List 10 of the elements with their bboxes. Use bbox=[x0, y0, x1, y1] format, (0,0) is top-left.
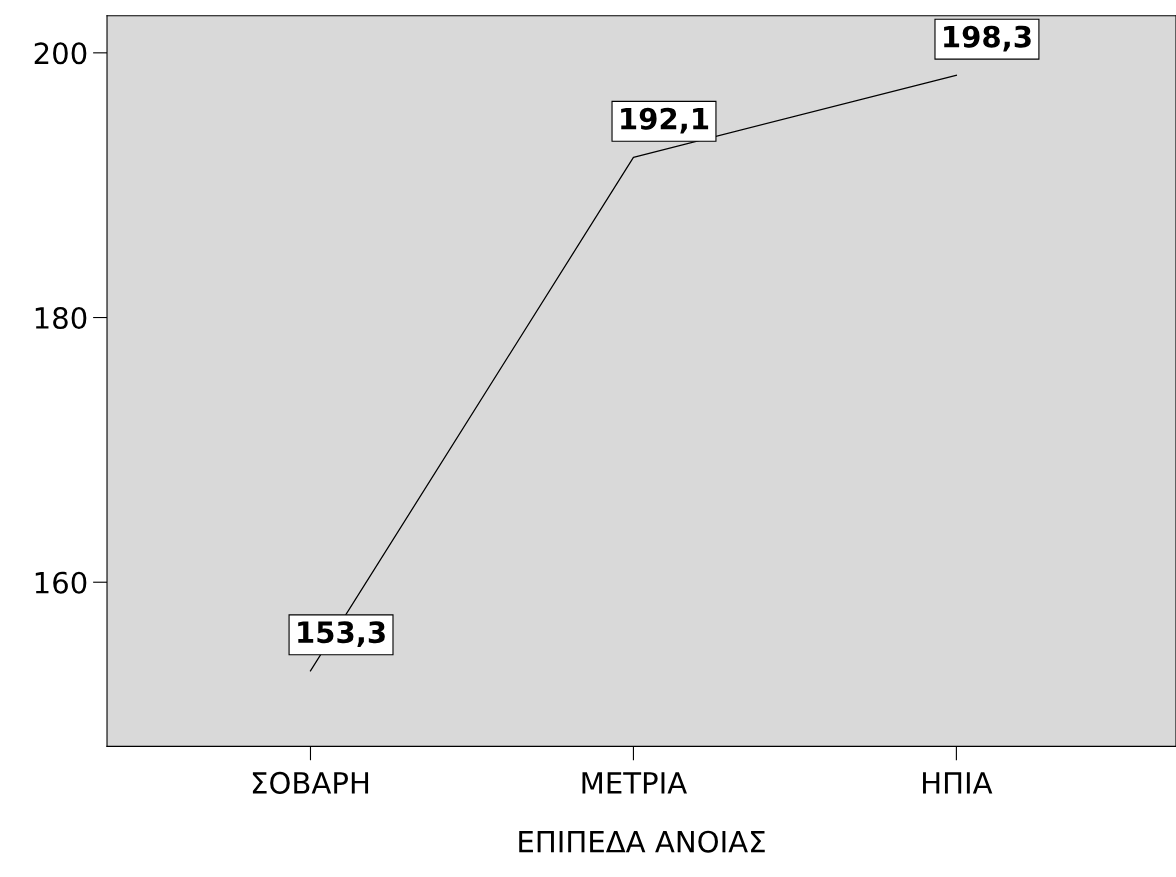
y-tick-label: 200 bbox=[34, 42, 87, 65]
x-tick-label: ΣΟΒΑΡΗ bbox=[252, 771, 369, 794]
data-label: 153,3 bbox=[298, 621, 385, 647]
x-tick-label: ΗΠΙΑ bbox=[923, 772, 993, 794]
data-label: 198,3 bbox=[944, 25, 1031, 52]
y-tick-label: 180 bbox=[35, 306, 87, 330]
x-axis-title: ΕΠΙΠΕΔΑ ΑΝΟΙΑΣ bbox=[519, 830, 765, 853]
data-label: 192,1 bbox=[621, 107, 709, 134]
y-tick-label: 160 bbox=[35, 571, 87, 594]
x-tick-label: ΜΕΤΡΙΑ bbox=[582, 772, 687, 794]
